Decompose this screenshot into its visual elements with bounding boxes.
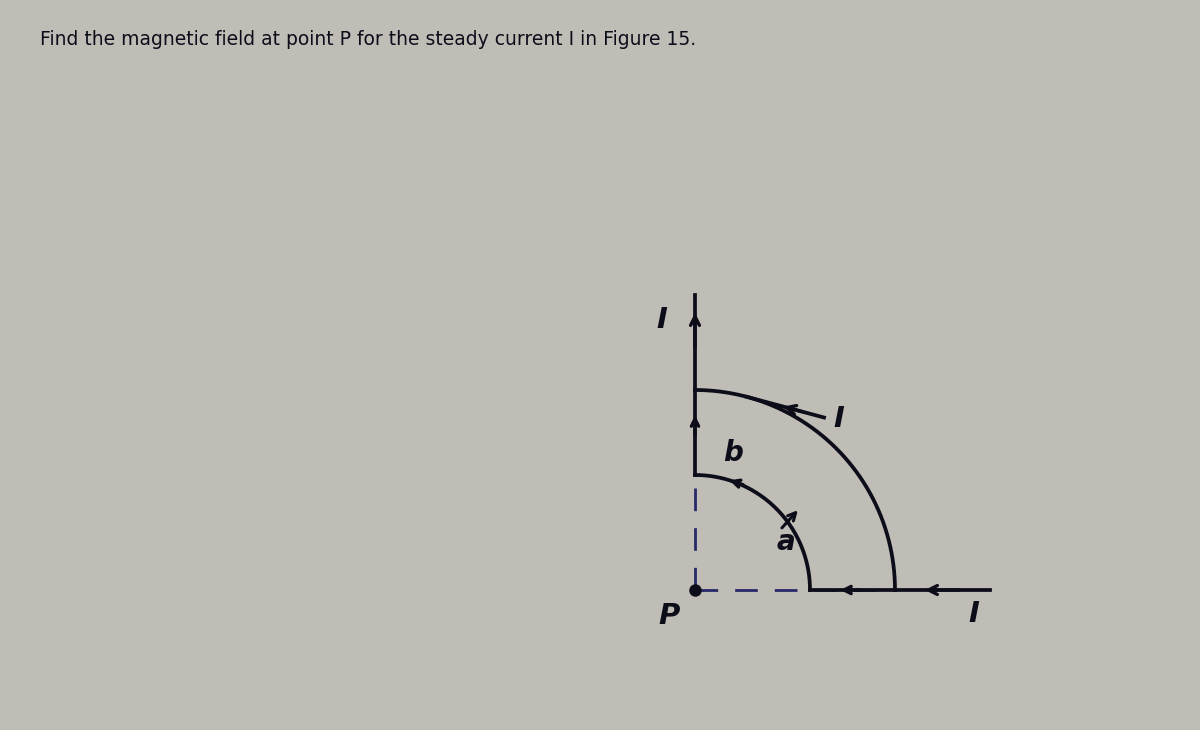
Text: I: I xyxy=(656,306,667,334)
Text: I: I xyxy=(968,600,979,628)
Text: P: P xyxy=(659,602,680,630)
Text: I: I xyxy=(833,405,844,433)
Text: b: b xyxy=(724,439,743,467)
Text: a: a xyxy=(778,528,796,556)
Text: Find the magnetic field at point P for the steady current I in Figure 15.: Find the magnetic field at point P for t… xyxy=(40,30,696,49)
